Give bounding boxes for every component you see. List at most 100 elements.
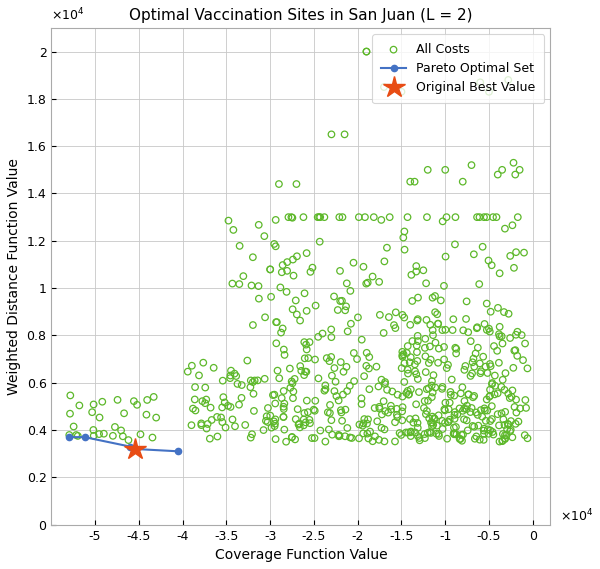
All Costs <box>475 213 484 222</box>
All Costs <box>325 401 335 410</box>
All Costs <box>503 389 513 398</box>
All Costs <box>326 333 336 342</box>
All Costs <box>500 224 510 233</box>
All Costs <box>303 407 313 417</box>
All Costs <box>472 432 481 441</box>
All Costs <box>320 385 330 394</box>
All Costs <box>287 377 296 386</box>
All Costs <box>190 395 200 404</box>
All Costs <box>475 435 485 444</box>
All Costs <box>505 333 515 343</box>
All Costs <box>503 76 513 85</box>
All Costs <box>494 358 503 368</box>
All Costs <box>295 361 305 370</box>
All Costs <box>423 165 433 174</box>
All Costs <box>259 426 268 435</box>
All Costs <box>460 404 469 413</box>
All Costs <box>497 409 506 418</box>
All Costs <box>479 426 488 435</box>
All Costs <box>199 358 208 367</box>
All Costs <box>495 322 505 331</box>
All Costs <box>400 245 409 254</box>
All Costs <box>254 220 263 229</box>
All Costs <box>401 428 411 437</box>
All Costs <box>333 306 343 315</box>
All Costs <box>442 364 452 373</box>
All Costs <box>216 413 226 422</box>
All Costs <box>356 394 366 403</box>
All Costs <box>405 414 415 423</box>
All Costs <box>475 359 485 368</box>
All Costs <box>497 436 507 446</box>
All Costs <box>473 410 482 419</box>
All Costs <box>484 324 494 333</box>
All Costs <box>462 405 472 414</box>
All Costs <box>338 390 348 399</box>
All Costs <box>376 215 386 224</box>
All Costs <box>479 430 489 439</box>
All Costs <box>287 433 296 442</box>
All Costs <box>384 312 394 321</box>
All Costs <box>511 170 520 179</box>
All Costs <box>499 415 508 424</box>
All Costs <box>302 396 311 405</box>
All Costs <box>472 213 482 222</box>
All Costs <box>248 253 257 262</box>
All Costs <box>383 408 393 417</box>
All Costs <box>495 332 505 341</box>
All Costs <box>364 364 374 373</box>
All Costs <box>295 419 304 428</box>
All Costs <box>398 310 407 319</box>
Pareto Optimal Set <box>131 446 138 452</box>
All Costs <box>315 237 325 246</box>
All Costs <box>278 324 287 333</box>
All Costs <box>148 433 157 442</box>
All Costs <box>462 297 472 306</box>
All Costs <box>513 213 523 222</box>
All Costs <box>485 417 495 426</box>
All Costs <box>512 408 521 417</box>
All Costs <box>440 165 450 174</box>
All Costs <box>421 368 431 377</box>
All Costs <box>287 213 296 222</box>
All Costs <box>314 213 324 222</box>
All Costs <box>427 377 437 386</box>
All Costs <box>393 390 403 399</box>
All Costs <box>446 387 455 397</box>
All Costs <box>362 419 372 428</box>
All Costs <box>412 370 421 379</box>
Title: Optimal Vaccination Sites in San Juan (L = 2): Optimal Vaccination Sites in San Juan (L… <box>129 7 473 23</box>
All Costs <box>132 400 142 409</box>
All Costs <box>482 395 491 404</box>
All Costs <box>500 385 509 394</box>
All Costs <box>353 313 363 322</box>
All Costs <box>493 170 503 179</box>
All Costs <box>227 279 237 288</box>
All Costs <box>520 339 530 348</box>
All Costs <box>346 319 356 328</box>
All Costs <box>305 267 315 277</box>
All Costs <box>403 365 412 374</box>
All Costs <box>391 308 401 317</box>
All Costs <box>271 399 280 408</box>
All Costs <box>302 367 311 376</box>
All Costs <box>500 420 509 430</box>
All Costs <box>430 291 440 300</box>
All Costs <box>445 415 455 424</box>
All Costs <box>74 401 84 410</box>
All Costs <box>426 428 436 438</box>
All Costs <box>65 409 75 418</box>
All Costs <box>342 279 352 288</box>
All Costs <box>324 425 334 434</box>
All Costs <box>202 424 211 433</box>
All Costs <box>335 213 344 222</box>
All Costs <box>407 296 417 306</box>
All Costs <box>425 427 434 436</box>
All Costs <box>405 358 415 367</box>
All Costs <box>484 429 493 438</box>
All Costs <box>217 403 227 412</box>
All Costs <box>425 320 435 329</box>
All Costs <box>486 362 496 371</box>
All Costs <box>423 396 433 405</box>
All Costs <box>301 367 310 376</box>
